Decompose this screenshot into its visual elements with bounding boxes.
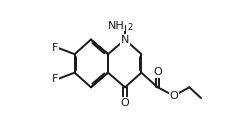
Text: N: N [121,35,129,45]
Text: F: F [52,74,58,84]
Text: 2: 2 [127,23,133,32]
Text: O: O [121,98,129,108]
Text: O: O [170,91,178,101]
Text: F: F [52,43,58,53]
Text: O: O [153,67,162,77]
Text: NH: NH [108,21,124,31]
